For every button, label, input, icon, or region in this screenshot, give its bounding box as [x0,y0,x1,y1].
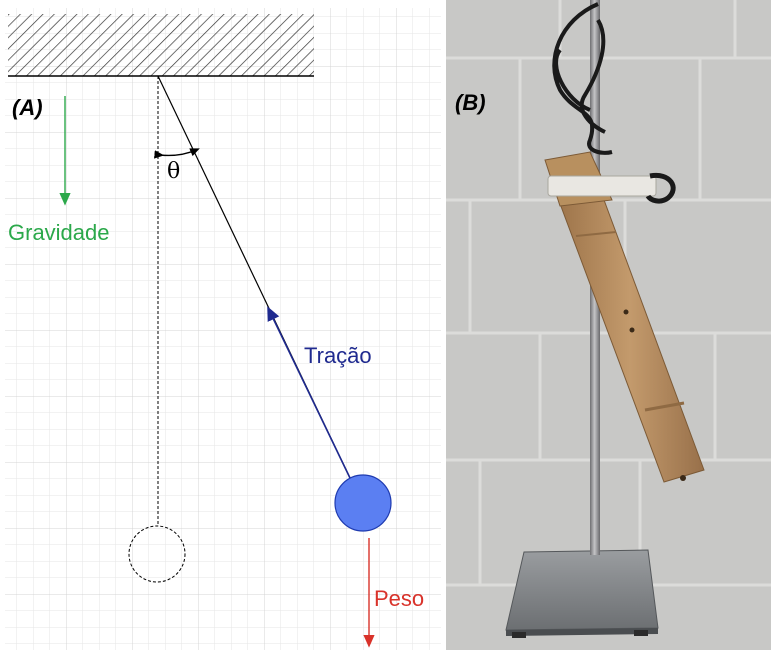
base-front-edge [506,628,658,636]
stand-base [505,549,659,631]
clamp-arm [547,175,657,197]
gravity-label: Gravidade [8,220,110,245]
tension-label: Tração [304,343,372,368]
pendulum-bob [334,474,392,532]
base-foot-right [634,630,648,636]
sensor-cable [552,2,613,155]
grid-background [5,8,441,650]
angle-arc [154,148,200,159]
panel-b-photo: (B) [441,0,771,650]
base-foot-left [512,632,526,638]
panel-b-label: (B) [455,90,486,115]
panel-a-diagram: θ Gravidade Tração Peso (A) [5,8,441,650]
rest-position-bob [128,525,186,583]
angle-label: θ [167,159,180,184]
tension-arrow [267,306,351,479]
ceiling-support [8,14,314,76]
panel-a-label: (A) [12,95,43,120]
clamp-ring [645,172,676,204]
weight-label: Peso [374,586,424,611]
